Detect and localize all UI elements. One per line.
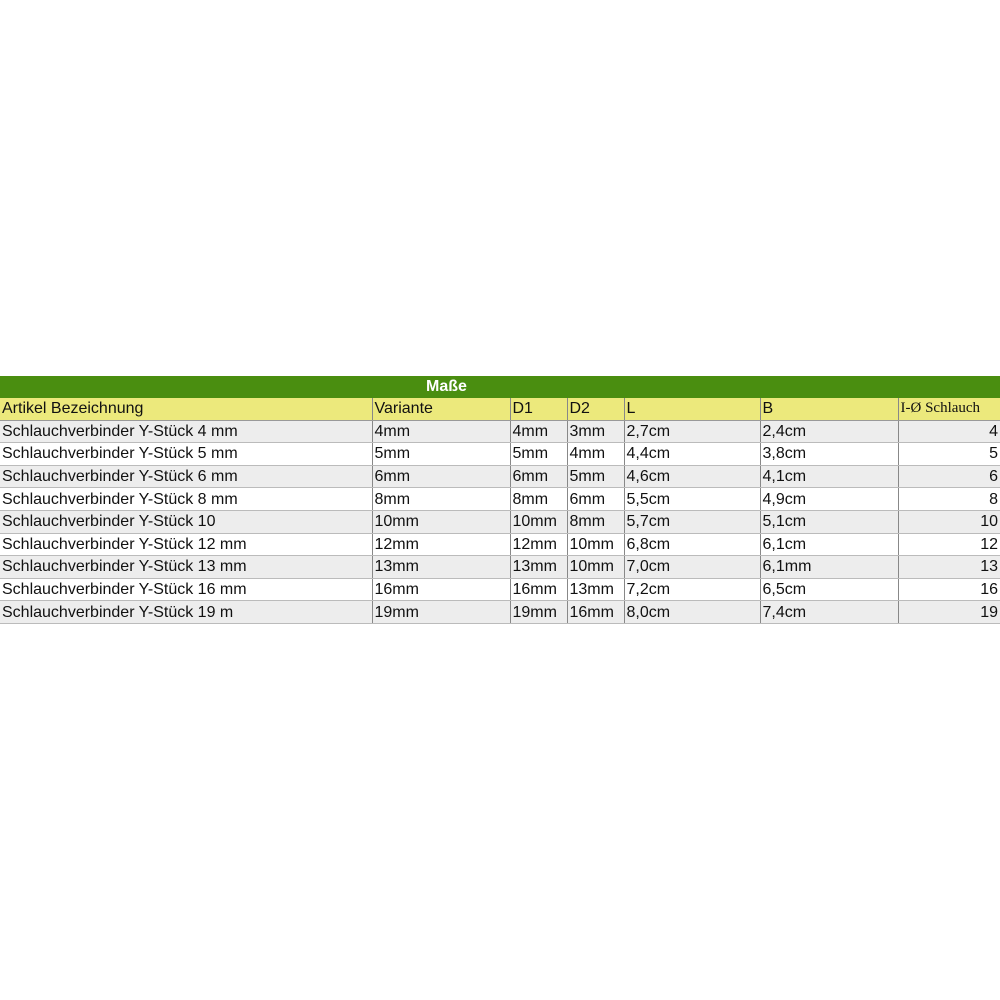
cell-d2: 6mm (567, 487, 625, 511)
table-row: Schlauchverbinder Y-Stück 10 10mm 10mm 8mm 5… (0, 510, 1000, 534)
cell-d1: 8mm (510, 487, 568, 511)
cell-hose-diameter: 19 (898, 600, 1000, 624)
cell-variant: 4mm (372, 420, 511, 444)
header-row: Artikel Bezeichnung Variante D1 D2 L B I-Ø Sch… (0, 398, 1000, 421)
cell-b: 6,1mm (760, 555, 899, 579)
cell-d1: 4mm (510, 420, 568, 444)
table-row: Schlauchverbinder Y-Stück 19 m 19mm 19mm 16… (0, 600, 1000, 624)
cell-d1: 6mm (510, 465, 568, 489)
cell-d1: 19mm (510, 600, 568, 624)
table-title: Maße (426, 378, 467, 395)
cell-variant: 16mm (372, 578, 511, 602)
cell-hose-diameter: 16 (898, 578, 1000, 602)
cell-l: 8,0cm (624, 600, 761, 624)
cell-hose-diameter: 6 (898, 465, 1000, 489)
cell-d1: 13mm (510, 555, 568, 579)
cell-hose-diameter: 4 (898, 420, 1000, 444)
cell-d2: 8mm (567, 510, 625, 534)
column-header-l: L (624, 398, 761, 421)
cell-b: 2,4cm (760, 420, 899, 444)
table-row: Schlauchverbinder Y-Stück 6 mm 6mm 6mm 5mm 4… (0, 465, 1000, 489)
cell-b: 6,1cm (760, 533, 899, 557)
cell-b: 4,9cm (760, 487, 899, 511)
cell-name: Schlauchverbinder Y-Stück 5 mm (0, 442, 373, 466)
table-row: Schlauchverbinder Y-Stück 16 mm 16mm 16mm 1… (0, 578, 1000, 602)
cell-hose-diameter: 10 (898, 510, 1000, 534)
column-header-b: B (760, 398, 899, 421)
cell-d1: 16mm (510, 578, 568, 602)
cell-d1: 10mm (510, 510, 568, 534)
cell-variant: 13mm (372, 555, 511, 579)
cell-variant: 12mm (372, 533, 511, 557)
column-header-name: Artikel Bezeichnung (0, 398, 373, 421)
table: Artikel Bezeichnung Variante D1 D2 L B I-Ø Sch… (0, 398, 1000, 624)
cell-hose-diameter: 13 (898, 555, 1000, 579)
cell-name: Schlauchverbinder Y-Stück 19 m (0, 600, 373, 624)
cell-d2: 16mm (567, 600, 625, 624)
cell-d1: 5mm (510, 442, 568, 466)
cell-d2: 5mm (567, 465, 625, 489)
cell-variant: 5mm (372, 442, 511, 466)
cell-l: 4,6cm (624, 465, 761, 489)
cell-d2: 10mm (567, 555, 625, 579)
cell-hose-diameter: 8 (898, 487, 1000, 511)
cell-name: Schlauchverbinder Y-Stück 12 mm (0, 533, 373, 557)
cell-name: Schlauchverbinder Y-Stück 8 mm (0, 487, 373, 511)
cell-b: 5,1cm (760, 510, 899, 534)
cell-variant: 6mm (372, 465, 511, 489)
cell-l: 5,5cm (624, 487, 761, 511)
cell-d2: 10mm (567, 533, 625, 557)
cell-b: 6,5cm (760, 578, 899, 602)
cell-l: 5,7cm (624, 510, 761, 534)
cell-name: Schlauchverbinder Y-Stück 6 mm (0, 465, 373, 489)
cell-variant: 19mm (372, 600, 511, 624)
cell-d2: 4mm (567, 442, 625, 466)
table-row: Schlauchverbinder Y-Stück 13 mm 13mm 13mm 1… (0, 555, 1000, 579)
cell-d2: 13mm (567, 578, 625, 602)
cell-l: 6,8cm (624, 533, 761, 557)
cell-l: 7,2cm (624, 578, 761, 602)
table-row: Schlauchverbinder Y-Stück 4 mm 4mm 4mm 3mm 2… (0, 420, 1000, 444)
column-header-d1: D1 (510, 398, 568, 421)
cell-d2: 3mm (567, 420, 625, 444)
cell-l: 4,4cm (624, 442, 761, 466)
cell-l: 2,7cm (624, 420, 761, 444)
column-header-variant: Variante (372, 398, 511, 421)
dimensions-table: Maße Artikel Bezeichnung Variante D1 D2 L B I-… (0, 376, 1000, 624)
cell-hose-diameter: 12 (898, 533, 1000, 557)
column-header-d2: D2 (567, 398, 625, 421)
cell-name: Schlauchverbinder Y-Stück 13 mm (0, 555, 373, 579)
table-row: Schlauchverbinder Y-Stück 5 mm 5mm 5mm 4mm 4… (0, 442, 1000, 466)
cell-name: Schlauchverbinder Y-Stück 4 mm (0, 420, 373, 444)
cell-b: 7,4cm (760, 600, 899, 624)
table-row: Schlauchverbinder Y-Stück 8 mm 8mm 8mm 6mm 5… (0, 487, 1000, 511)
table-row: Schlauchverbinder Y-Stück 12 mm 12mm 12mm 1… (0, 533, 1000, 557)
cell-b: 3,8cm (760, 442, 899, 466)
cell-d1: 12mm (510, 533, 568, 557)
cell-name: Schlauchverbinder Y-Stück 10 (0, 510, 373, 534)
cell-name: Schlauchverbinder Y-Stück 16 mm (0, 578, 373, 602)
title-band: Maße (0, 376, 1000, 398)
cell-variant: 10mm (372, 510, 511, 534)
cell-hose-diameter: 5 (898, 442, 1000, 466)
column-header-hose-diameter: I-Ø Schlauch (898, 398, 1000, 421)
cell-variant: 8mm (372, 487, 511, 511)
cell-l: 7,0cm (624, 555, 761, 579)
cell-b: 4,1cm (760, 465, 899, 489)
